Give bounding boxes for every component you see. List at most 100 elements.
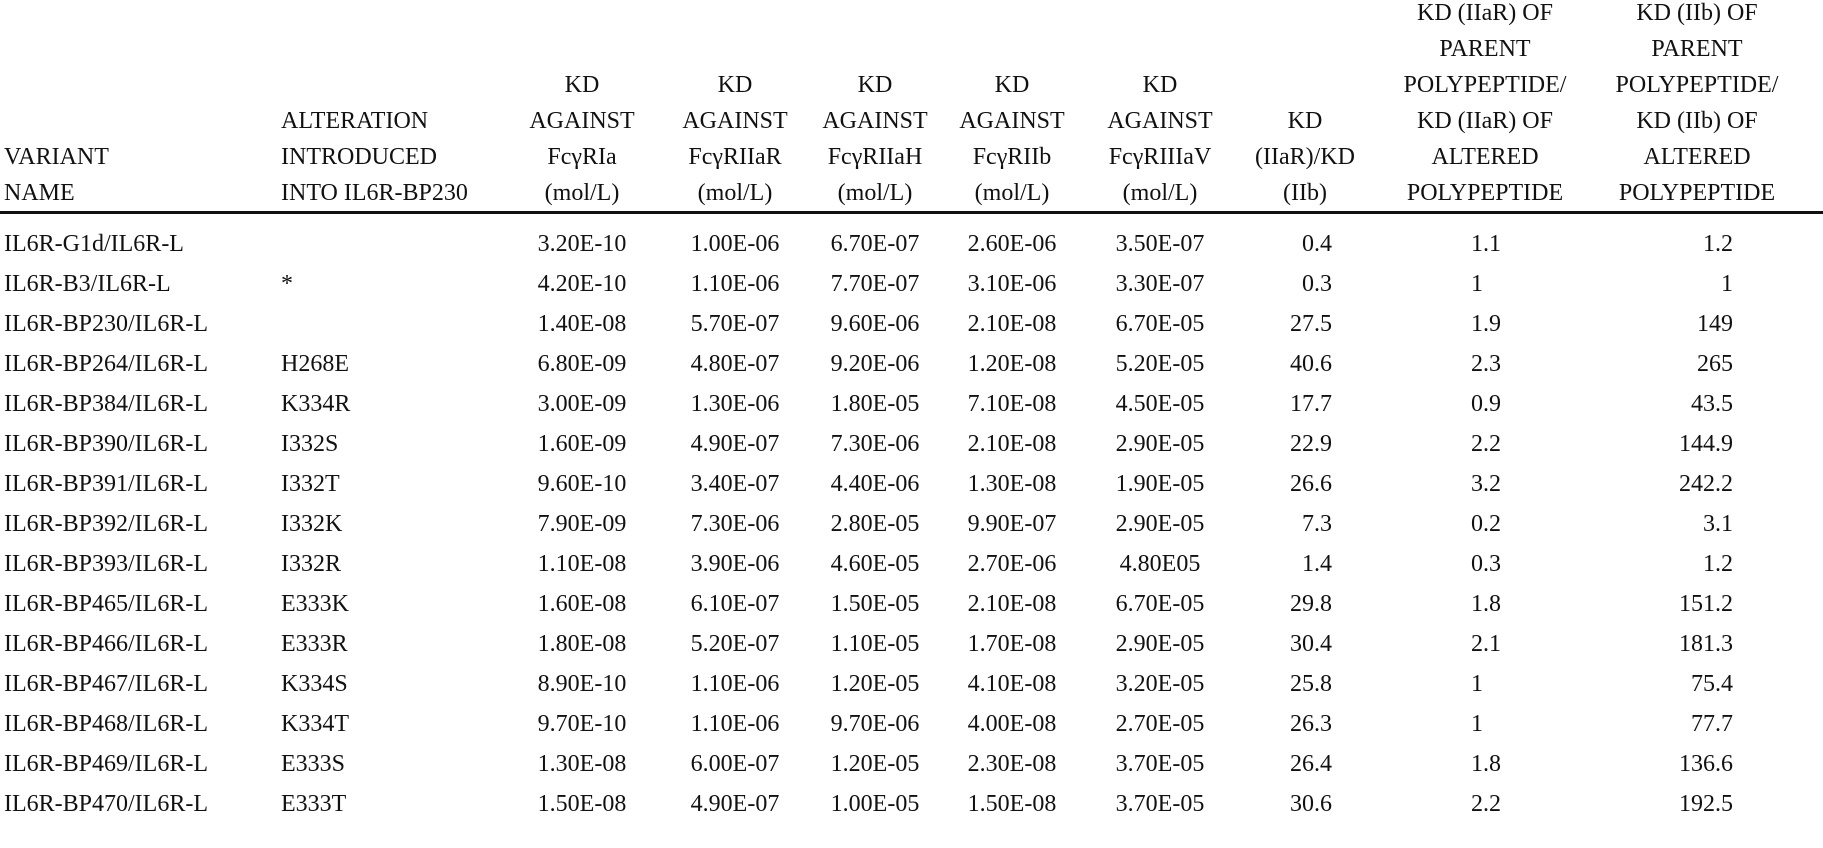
cell-alteration: K334R bbox=[281, 384, 521, 424]
cell-kd_ria: 3.20E-10 bbox=[522, 224, 642, 264]
column-header-parent_iib: KD (IIb) OFPARENTPOLYPEPTIDE/KD (IIb) OF… bbox=[1597, 0, 1797, 211]
cell-kd_riiah: 6.70E-07 bbox=[810, 224, 940, 264]
cell-kd_riib: 4.00E-08 bbox=[950, 704, 1074, 744]
cell-kd_riiar: 1.10E-06 bbox=[672, 664, 798, 704]
cell-parent_iib: 43.5 bbox=[1600, 384, 1733, 424]
column-header-line: KD bbox=[810, 67, 940, 103]
cell-parent_iib: 1.2 bbox=[1600, 224, 1733, 264]
cell-alteration: I332S bbox=[281, 424, 521, 464]
cell-alteration: E333R bbox=[281, 624, 521, 664]
column-header-line: KD bbox=[1090, 67, 1230, 103]
cell-kd_riiiav: 3.20E-05 bbox=[1090, 664, 1230, 704]
cell-kd_riiiav: 2.90E-05 bbox=[1090, 424, 1230, 464]
cell-kd_riiiav: 3.70E-05 bbox=[1090, 744, 1230, 784]
cell-alteration: K334T bbox=[281, 704, 521, 744]
column-header-line: (IIb) bbox=[1250, 175, 1360, 211]
column-header-line: KD (IIb) OF bbox=[1597, 0, 1797, 31]
cell-kd_riiah: 1.10E-05 bbox=[810, 624, 940, 664]
cell-kd_riiar: 3.40E-07 bbox=[672, 464, 798, 504]
column-header-line: ALTERED bbox=[1597, 139, 1797, 175]
cell-variant: IL6R-BP264/IL6R-L bbox=[4, 344, 274, 384]
cell-kd_riiar: 1.10E-06 bbox=[672, 264, 798, 304]
cell-kd_riiar: 1.30E-06 bbox=[672, 384, 798, 424]
cell-parent_iiar: 2.3 bbox=[1471, 344, 1591, 384]
cell-alteration: K334S bbox=[281, 664, 521, 704]
cell-variant: IL6R-BP470/IL6R-L bbox=[4, 784, 274, 824]
cell-ratio: 17.7 bbox=[1240, 384, 1332, 424]
cell-kd_riib: 7.10E-08 bbox=[950, 384, 1074, 424]
cell-kd_riiiav: 2.70E-05 bbox=[1090, 704, 1230, 744]
cell-variant: IL6R-BP384/IL6R-L bbox=[4, 384, 274, 424]
cell-kd_ria: 9.70E-10 bbox=[522, 704, 642, 744]
cell-kd_riib: 3.10E-06 bbox=[950, 264, 1074, 304]
cell-kd_riiiav: 4.80E05 bbox=[1090, 544, 1230, 584]
cell-parent_iib: 77.7 bbox=[1600, 704, 1733, 744]
column-header-kd_riiar: KDAGAINSTFcγRIIaR(mol/L) bbox=[672, 0, 798, 211]
cell-variant: IL6R-BP391/IL6R-L bbox=[4, 464, 274, 504]
cell-kd_riib: 1.50E-08 bbox=[950, 784, 1074, 824]
column-header-line: (mol/L) bbox=[810, 175, 940, 211]
cell-kd_riiah: 9.20E-06 bbox=[810, 344, 940, 384]
column-header-line: KD (IIaR) OF bbox=[1385, 103, 1585, 139]
cell-kd_ria: 9.60E-10 bbox=[522, 464, 642, 504]
column-header-line: FcγRIIaR bbox=[672, 139, 798, 175]
cell-kd_riiiav: 2.90E-05 bbox=[1090, 624, 1230, 664]
cell-parent_iiar: 1.9 bbox=[1471, 304, 1591, 344]
cell-kd_riiiav: 3.70E-05 bbox=[1090, 784, 1230, 824]
cell-kd_riiar: 1.00E-06 bbox=[672, 224, 798, 264]
cell-kd_ria: 1.10E-08 bbox=[522, 544, 642, 584]
cell-ratio: 25.8 bbox=[1240, 664, 1332, 704]
cell-parent_iib: 3.1 bbox=[1600, 504, 1733, 544]
cell-ratio: 29.8 bbox=[1240, 584, 1332, 624]
cell-parent_iiar: 1 bbox=[1471, 664, 1591, 704]
cell-parent_iib: 242.2 bbox=[1600, 464, 1733, 504]
cell-parent_iib: 149 bbox=[1600, 304, 1733, 344]
cell-parent_iib: 75.4 bbox=[1600, 664, 1733, 704]
cell-kd_ria: 1.60E-09 bbox=[522, 424, 642, 464]
cell-kd_riib: 2.10E-08 bbox=[950, 424, 1074, 464]
cell-kd_riiar: 6.00E-07 bbox=[672, 744, 798, 784]
column-header-line: PARENT bbox=[1597, 31, 1797, 67]
cell-kd_ria: 1.50E-08 bbox=[522, 784, 642, 824]
column-header-line: INTO IL6R-BP230 bbox=[281, 175, 521, 211]
cell-parent_iib: 1 bbox=[1600, 264, 1733, 304]
cell-alteration: E333S bbox=[281, 744, 521, 784]
column-header-line: POLYPEPTIDE bbox=[1597, 175, 1797, 211]
cell-variant: IL6R-BP230/IL6R-L bbox=[4, 304, 274, 344]
cell-parent_iiar: 1.8 bbox=[1471, 584, 1591, 624]
cell-parent_iib: 144.9 bbox=[1600, 424, 1733, 464]
cell-alteration: I332K bbox=[281, 504, 521, 544]
cell-parent_iiar: 0.2 bbox=[1471, 504, 1591, 544]
cell-kd_riiar: 5.70E-07 bbox=[672, 304, 798, 344]
cell-kd_riib: 2.10E-08 bbox=[950, 584, 1074, 624]
cell-variant: IL6R-BP392/IL6R-L bbox=[4, 504, 274, 544]
cell-kd_ria: 7.90E-09 bbox=[522, 504, 642, 544]
cell-kd_riiah: 1.80E-05 bbox=[810, 384, 940, 424]
column-header-line: KD (IIb) OF bbox=[1597, 103, 1797, 139]
cell-parent_iib: 192.5 bbox=[1600, 784, 1733, 824]
column-header-line: AGAINST bbox=[672, 103, 798, 139]
column-header-line: INTRODUCED bbox=[281, 139, 521, 175]
cell-parent_iiar: 1 bbox=[1471, 264, 1591, 304]
column-header-line: POLYPEPTIDE/ bbox=[1385, 67, 1585, 103]
cell-alteration: I332R bbox=[281, 544, 521, 584]
cell-alteration: E333T bbox=[281, 784, 521, 824]
cell-ratio: 30.4 bbox=[1240, 624, 1332, 664]
cell-kd_riiar: 4.80E-07 bbox=[672, 344, 798, 384]
cell-kd_riiah: 2.80E-05 bbox=[810, 504, 940, 544]
cell-kd_riiiav: 2.90E-05 bbox=[1090, 504, 1230, 544]
cell-kd_riiar: 1.10E-06 bbox=[672, 704, 798, 744]
cell-kd_ria: 8.90E-10 bbox=[522, 664, 642, 704]
cell-variant: IL6R-B3/IL6R-L bbox=[4, 264, 274, 304]
cell-alteration: E333K bbox=[281, 584, 521, 624]
cell-kd_riiiav: 4.50E-05 bbox=[1090, 384, 1230, 424]
cell-ratio: 0.4 bbox=[1240, 224, 1332, 264]
cell-parent_iib: 181.3 bbox=[1600, 624, 1733, 664]
cell-kd_riiah: 9.70E-06 bbox=[810, 704, 940, 744]
column-header-alteration: ALTERATIONINTRODUCEDINTO IL6R-BP230 bbox=[281, 0, 521, 211]
cell-parent_iib: 1.2 bbox=[1600, 544, 1733, 584]
cell-kd_riiar: 3.90E-06 bbox=[672, 544, 798, 584]
column-header-line: KD (IIaR) OF bbox=[1385, 0, 1585, 31]
cell-kd_riiah: 7.70E-07 bbox=[810, 264, 940, 304]
cell-kd_riiar: 5.20E-07 bbox=[672, 624, 798, 664]
